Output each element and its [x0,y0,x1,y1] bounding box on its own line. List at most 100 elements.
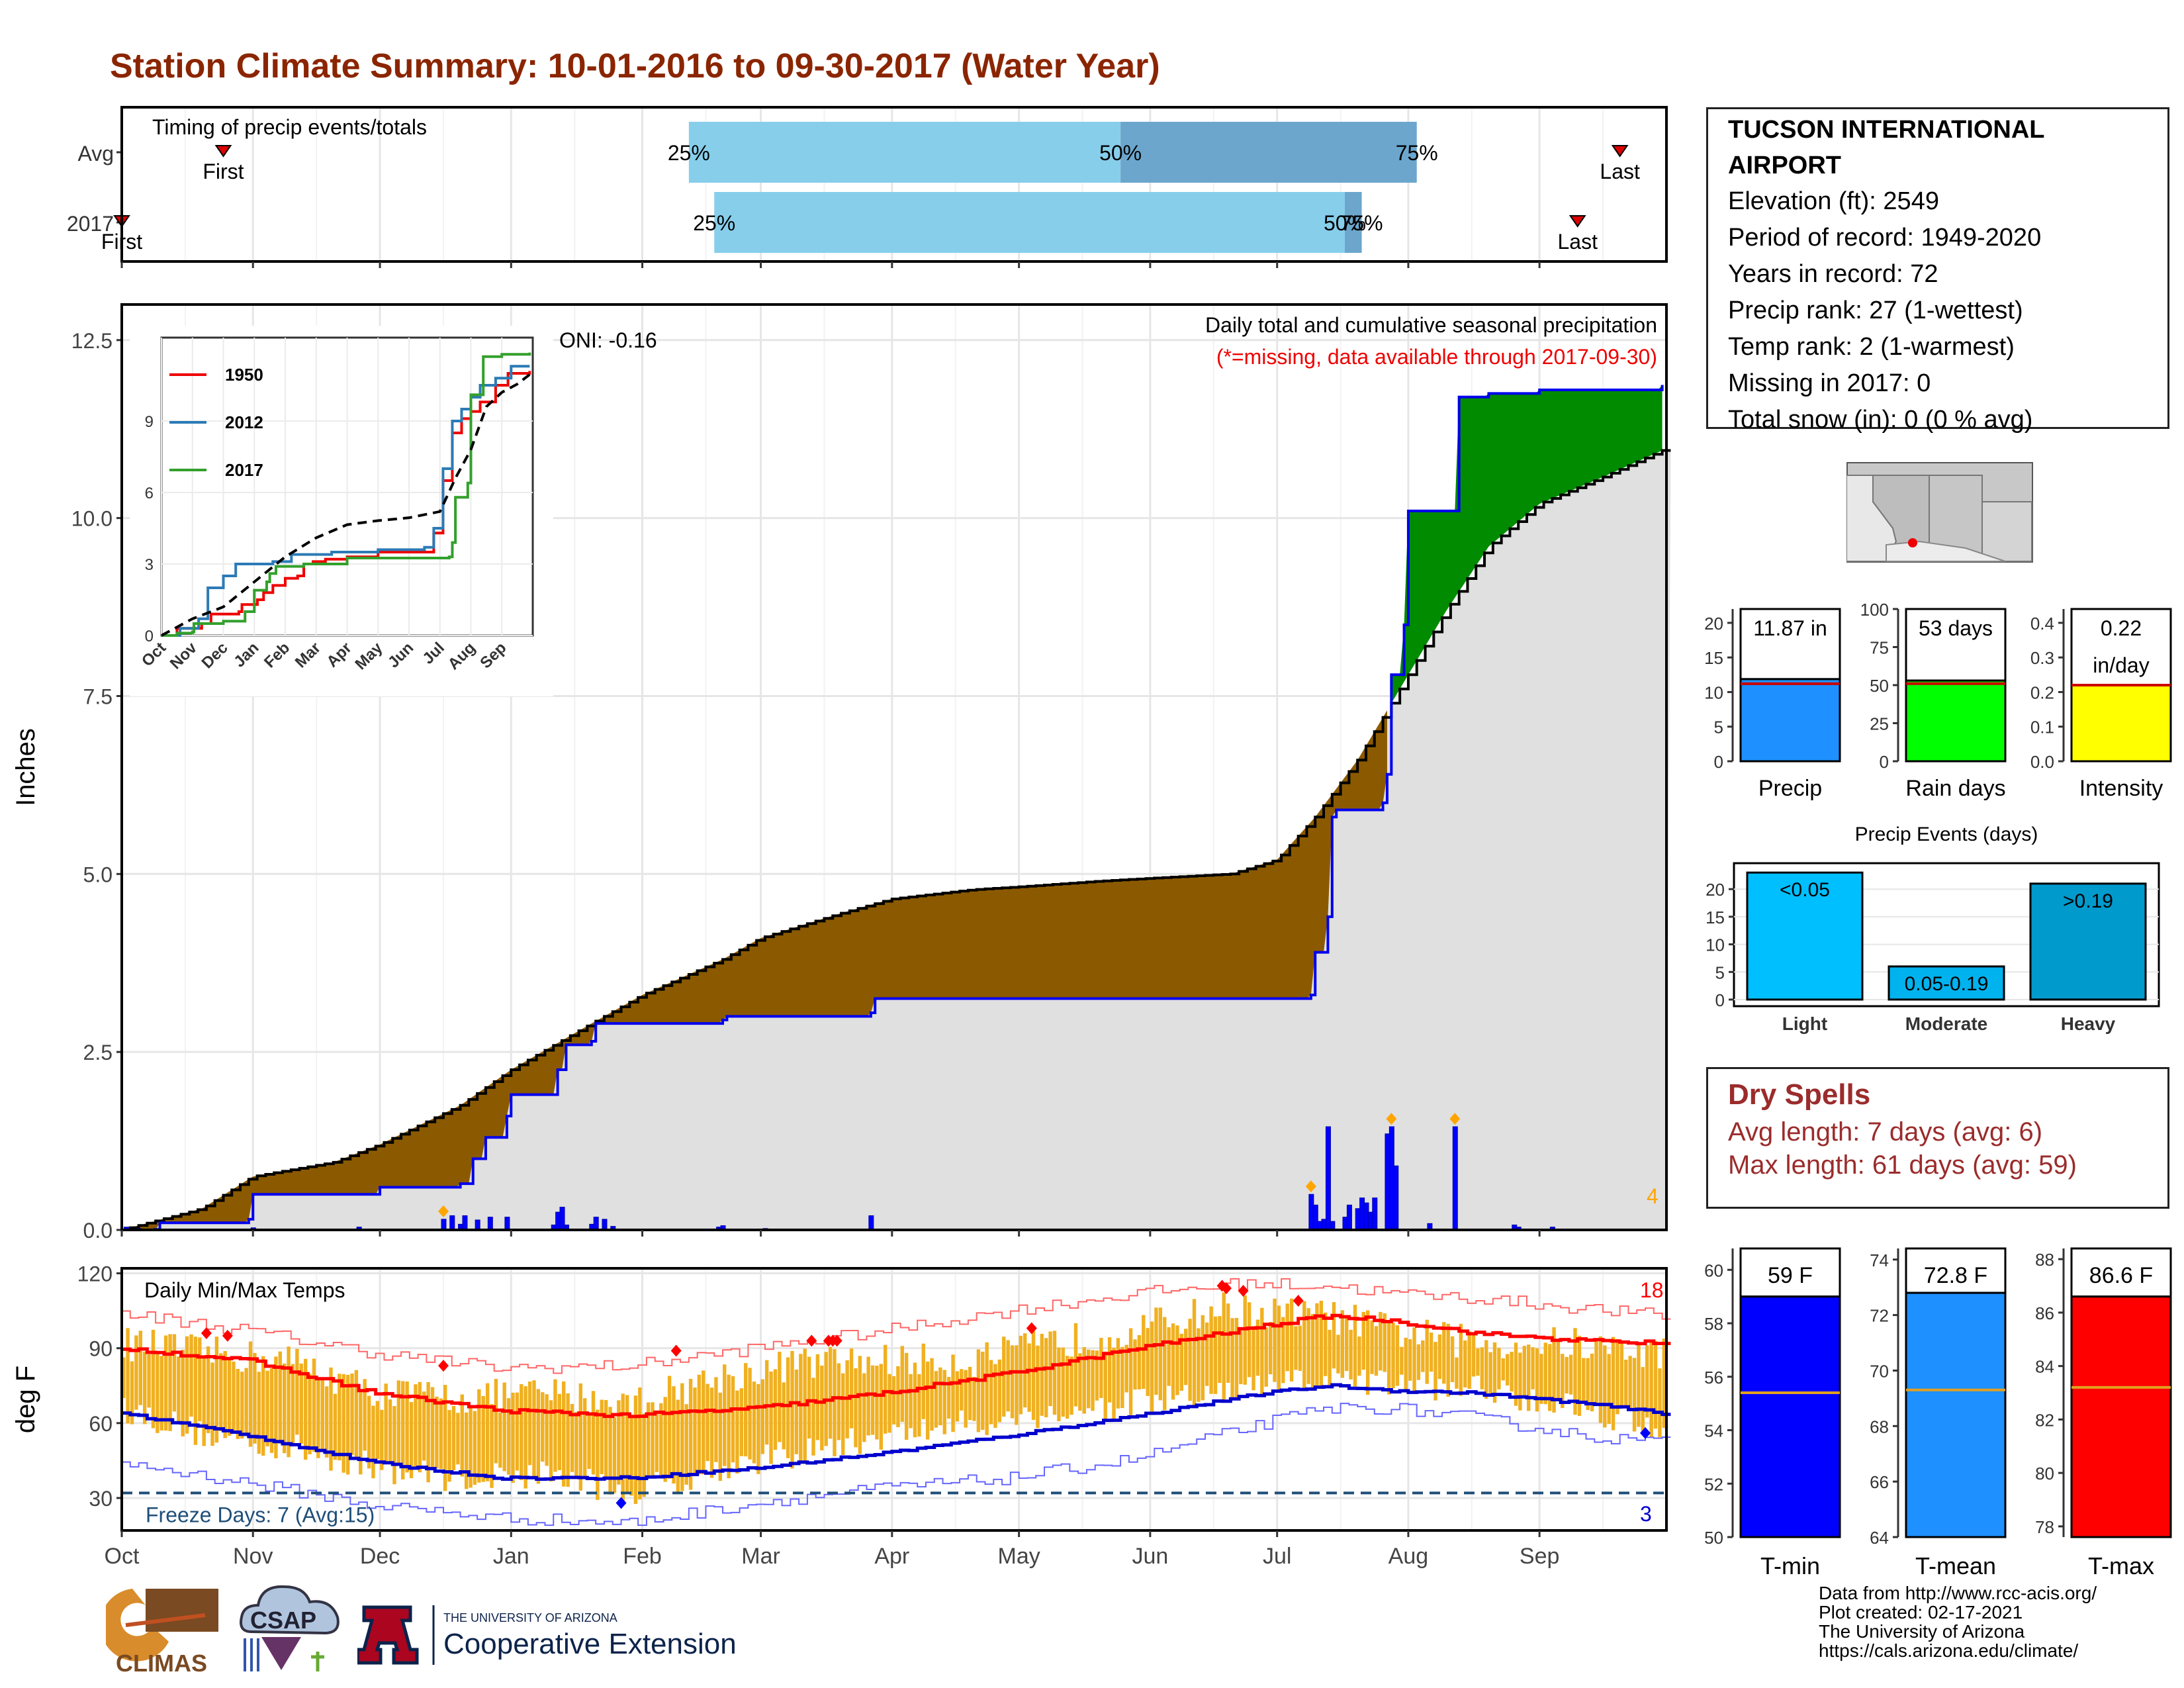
timing-first-marker-0 [214,145,232,158]
temps-day-bar-324 [1492,1342,1497,1403]
station-missing: Missing in 2017: 0 [1728,369,1931,397]
temps-day-bar-196 [951,1354,955,1432]
temps-day-bar-9 [159,1356,163,1430]
temps-day-bar-34 [265,1370,269,1446]
temps-day-bar-363 [1658,1368,1662,1438]
temps-day-bar-260 [1222,1292,1226,1402]
timing-row-label-0: Avg [77,142,114,165]
precip-daily-bar-19 [602,1219,608,1231]
temps-day-bar-301 [1395,1325,1400,1386]
temps-day-bar-268 [1255,1319,1260,1376]
tempbars-box-1 [1905,1247,2007,1294]
temps-day-bar-160 [799,1354,803,1464]
temps-day-bar-14 [181,1350,185,1436]
station-name: TUCSON INTERNATIONAL [1728,116,2045,144]
temps-day-bar-198 [960,1369,964,1411]
temps-day-bar-124 [646,1402,651,1478]
tempbars-ytick-label-0-2: 54 [1704,1421,1723,1441]
tempbars-ytick-label-0-4: 58 [1704,1314,1723,1334]
timing-bar-q1-1 [714,192,1345,253]
temps-day-bar-32 [257,1372,261,1454]
temps-day-bar-150 [756,1383,760,1474]
temps-day-bar-102 [553,1379,557,1472]
temps-day-bar-356 [1628,1356,1632,1411]
temps-day-bar-297 [1379,1311,1383,1371]
summary-ytick-label-2-0: 0.0 [2030,752,2054,772]
temps-day-bar-277 [1294,1326,1298,1370]
temps-day-bar-259 [1218,1316,1222,1383]
temps-day-bar-190 [925,1361,930,1440]
timing-pct-label-1-1: 50% [1324,211,1366,235]
summary-box-1 [1905,608,2007,682]
tempbars-label-1: T-mean [1915,1552,1996,1579]
temps-day-bar-15 [185,1336,189,1434]
tempbars-label-0: T-min [1760,1552,1820,1579]
temps-ytick-label-1: 60 [89,1412,113,1436]
temps-day-bar-217 [1040,1333,1044,1416]
temps-day-bar-202 [976,1349,981,1432]
station-years: Years in record: 72 [1728,260,1938,288]
temps-day-bar-70 [418,1382,422,1473]
temps-day-bar-96 [527,1382,532,1466]
temps-day-bar-358 [1637,1342,1641,1427]
tempbars-ytick-label-0-0: 50 [1704,1528,1723,1548]
temps-day-bar-201 [972,1376,976,1421]
temps-day-bar-55 [354,1370,359,1458]
temps-day-bar-298 [1383,1313,1387,1372]
temps-day-bar-98 [536,1389,541,1484]
precip-daily-bar-32 [1346,1204,1352,1231]
temps-day-bar-80 [460,1394,464,1477]
precip-daily-bar-12 [504,1217,510,1231]
temps-freeze-text: Freeze Days: 7 (Avg:15) [146,1503,375,1526]
temps-day-bar-295 [1370,1320,1374,1374]
precip-record-marker-0 [437,1205,449,1217]
temps-day-bar-281 [1310,1314,1315,1391]
temps-day-bar-253 [1192,1299,1197,1406]
temps-day-bar-94 [520,1383,523,1480]
temps-day-bar-122 [638,1387,642,1500]
temps-day-bar-226 [1078,1353,1082,1411]
precip-daily-bar-40 [1393,1165,1399,1231]
temps-day-bar-319 [1471,1333,1476,1377]
temps-day-bar-153 [769,1371,773,1464]
temps-day-bar-224 [1069,1356,1073,1415]
summary-box-0 [1739,608,1841,680]
events-ytick-label-4: 20 [1706,880,1725,900]
temps-day-bar-95 [523,1386,527,1489]
timing-last-label-1: Last [1557,230,1598,254]
temps-day-bar-155 [778,1351,782,1442]
temps-day-bar-84 [477,1389,481,1483]
temps-day-bar-145 [735,1390,739,1474]
temps-day-bar-355 [1624,1359,1628,1408]
temps-title: Daily Min/Max Temps [144,1278,345,1302]
temps-plot-frame [120,1267,1668,1532]
temps-day-bar-143 [727,1374,731,1479]
temps-day-bar-136 [697,1374,702,1475]
temps-day-bar-152 [764,1360,769,1445]
temps-day-bar-142 [723,1364,727,1466]
events-title: Precip Events (days) [1855,823,2038,845]
temps-avg-max-line [122,1313,1671,1419]
temps-day-bar-58 [367,1395,371,1469]
logo-climas-text: CLIMAS [116,1650,207,1677]
timing-last-marker-0 [1611,145,1629,158]
temps-record-low-count: 3 [1640,1502,1652,1526]
temps-day-bar-180 [884,1344,887,1434]
temps-day-bar-156 [782,1382,786,1450]
temps-day-bar-12 [172,1334,177,1412]
temps-day-bar-172 [849,1348,854,1429]
summary-bar-2 [2070,684,2172,763]
temps-day-bar-256 [1205,1322,1209,1386]
temps-xtick-label-3: Jan [493,1544,529,1569]
summary-label-2: Intensity [2079,776,2163,801]
temps-day-bar-249 [1175,1325,1179,1395]
precip-daily-bar-9 [462,1215,468,1231]
temps-day-bar-53 [345,1374,350,1475]
temps-day-bar-178 [875,1366,879,1440]
logo-ua-big: Cooperative Extension [443,1628,737,1660]
temps-day-bar-251 [1184,1329,1188,1385]
tempbars-bar-2 [2070,1295,2172,1538]
station-snow: Total snow (in): 0 (0 % avg) [1728,406,2033,434]
temps-day-bar-229 [1091,1350,1095,1411]
temps-day-bar-292 [1357,1336,1361,1376]
